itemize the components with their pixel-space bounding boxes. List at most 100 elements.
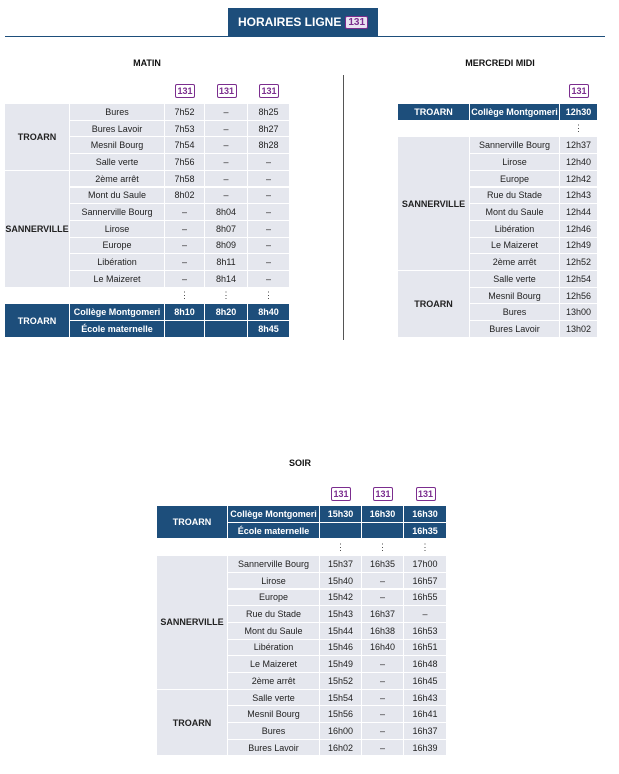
time-cell: 7h58 <box>165 170 204 187</box>
time-cell: – <box>248 254 289 270</box>
time-cell: 15h46 <box>320 639 361 656</box>
time-cell: 16h02 <box>320 739 361 756</box>
stop-name: Mont du Saule <box>470 204 559 220</box>
time-cell: – <box>362 589 403 606</box>
time-cell: – <box>165 220 204 237</box>
time-cell: 16h30 <box>404 506 446 522</box>
stop-name: École maternelle <box>70 321 164 337</box>
time-cell: 8h14 <box>205 271 247 287</box>
ellipsis: ⋮ <box>574 123 583 134</box>
time-cell: 12h42 <box>560 170 597 187</box>
time-cell: 8h25 <box>248 104 289 120</box>
stop-name: Bures Lavoir <box>70 120 164 137</box>
line-badge: 131 <box>331 487 351 501</box>
time-cell: – <box>362 656 403 672</box>
time-cell: – <box>248 154 289 170</box>
header-rule <box>5 36 605 37</box>
ellipsis: ⋮ <box>378 541 387 552</box>
stop-name: Le Maizeret <box>470 237 559 254</box>
time-cell <box>320 522 361 539</box>
time-cell: 15h30 <box>320 506 361 522</box>
section-title: SOIR <box>288 458 312 468</box>
time-cell: – <box>404 606 446 622</box>
section-title: MERCREDI MIDI <box>465 58 535 68</box>
time-cell: 16h38 <box>362 622 403 639</box>
time-cell: 13h00 <box>560 304 597 321</box>
time-cell: 15h43 <box>320 606 361 622</box>
time-cell: 12h37 <box>560 137 597 154</box>
time-cell: – <box>362 723 403 739</box>
time-cell: 16h00 <box>320 723 361 739</box>
stop-name: Mont du Saule <box>70 187 164 204</box>
time-cell: 8h10 <box>165 304 204 321</box>
time-cell: 12h46 <box>560 220 597 237</box>
divider <box>343 75 344 340</box>
group-name: TROARN <box>157 689 227 756</box>
time-cell: – <box>362 739 403 756</box>
time-cell: 15h44 <box>320 622 361 639</box>
time-cell: – <box>205 187 247 204</box>
time-cell: – <box>248 204 289 220</box>
stop-name: Europe <box>228 589 319 606</box>
group-name: SANNERVILLE <box>5 170 69 287</box>
time-cell: 16h43 <box>404 689 446 706</box>
time-cell: – <box>248 237 289 254</box>
ellipsis: ⋮ <box>221 290 231 301</box>
group-name: TROARN <box>5 304 69 337</box>
time-cell: 16h41 <box>404 706 446 723</box>
time-cell: 8h04 <box>205 204 247 220</box>
time-cell: 16h45 <box>404 673 446 689</box>
time-cell: 16h51 <box>404 639 446 656</box>
time-cell: 8h11 <box>205 254 247 270</box>
stop-name: Mesnil Bourg <box>70 137 164 154</box>
time-cell: 15h40 <box>320 572 361 589</box>
time-cell: 16h48 <box>404 656 446 672</box>
time-cell: 12h52 <box>560 254 597 270</box>
stop-name: Collège Montgomeri <box>470 104 559 120</box>
group-name: TROARN <box>157 506 227 539</box>
time-cell <box>165 321 204 337</box>
time-cell <box>205 321 247 337</box>
time-cell: 16h53 <box>404 622 446 639</box>
time-cell: – <box>165 204 204 220</box>
stop-name: Rue du Stade <box>470 187 559 204</box>
time-cell: 15h52 <box>320 673 361 689</box>
time-cell: 16h39 <box>404 739 446 756</box>
stop-name: Salle verte <box>470 271 559 287</box>
stop-name: Rue du Stade <box>228 606 319 622</box>
time-cell: – <box>248 271 289 287</box>
time-cell: – <box>362 572 403 589</box>
stop-name: Libération <box>228 639 319 656</box>
stop-name: Libération <box>70 254 164 270</box>
stop-name: Salle verte <box>70 154 164 170</box>
line-badge: 131 <box>373 487 393 501</box>
group-name: TROARN <box>5 104 69 170</box>
stop-name: Sannerville Bourg <box>70 204 164 220</box>
ellipsis: ⋮ <box>420 541 430 552</box>
group-name: TROARN <box>398 104 469 120</box>
stop-name: 2ème arrêt <box>228 673 319 689</box>
stop-name: Collège Montgomeri <box>228 506 319 522</box>
time-cell: 8h02 <box>165 187 204 204</box>
time-cell: 12h40 <box>560 154 597 170</box>
time-cell: 12h49 <box>560 237 597 254</box>
stop-name: Mont du Saule <box>228 622 319 639</box>
time-cell: 16h55 <box>404 589 446 606</box>
time-cell: 16h37 <box>362 606 403 622</box>
time-cell: – <box>248 170 289 187</box>
stop-name: 2ème arrêt <box>470 254 559 270</box>
stop-name: Bures Lavoir <box>228 739 319 756</box>
time-cell: 16h37 <box>404 723 446 739</box>
stop-name: Sannerville Bourg <box>470 137 559 154</box>
section-title: MATIN <box>133 58 161 68</box>
time-cell: 13h02 <box>560 321 597 337</box>
stop-name: Lirose <box>228 572 319 589</box>
group-name: SANNERVILLE <box>398 137 469 270</box>
time-cell: – <box>205 154 247 170</box>
stop-name: Le Maizeret <box>228 656 319 672</box>
time-cell: 8h07 <box>205 220 247 237</box>
stop-name: Lirose <box>470 154 559 170</box>
time-cell: 8h28 <box>248 137 289 154</box>
time-cell: 16h35 <box>404 522 446 539</box>
